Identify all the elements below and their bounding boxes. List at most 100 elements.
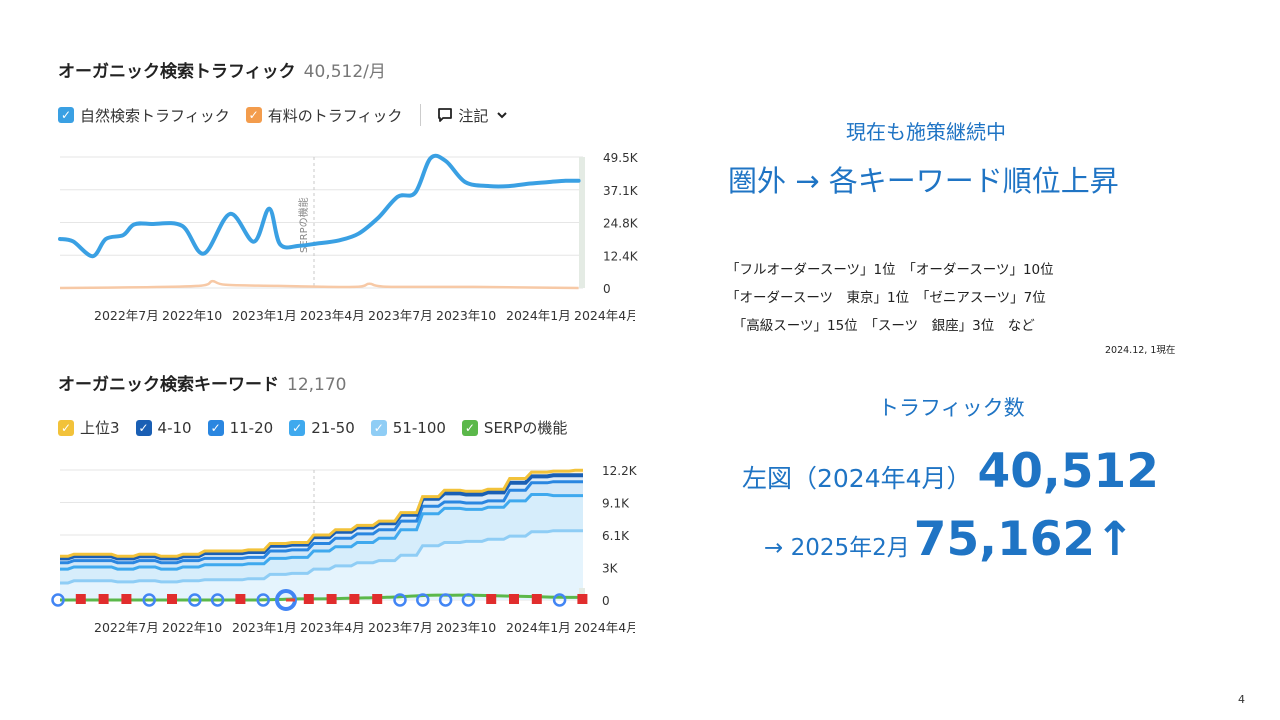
traffic-chart-title: オーガニック検索トラフィック 40,512/月 bbox=[58, 62, 386, 82]
flag-icon bbox=[303, 594, 314, 604]
keywords-legend: ✓ 上位3 ✓ 4-10 ✓ 11-20 ✓ 21-50 ✓ 51-100 ✓ … bbox=[58, 417, 583, 438]
y-tick-label: 9.1K bbox=[602, 497, 630, 511]
label-clip bbox=[635, 300, 658, 330]
google-icon bbox=[142, 593, 156, 607]
legend-divider bbox=[420, 104, 422, 126]
google-icon bbox=[416, 593, 430, 607]
organic-traffic-line bbox=[58, 153, 581, 259]
traffic-value-2025: 75,162↑ bbox=[913, 512, 1135, 567]
flag-icon bbox=[372, 594, 383, 604]
label-clip bbox=[635, 613, 660, 643]
flag-icon bbox=[531, 594, 542, 604]
legend-21-50[interactable]: ✓ 21-50 bbox=[289, 419, 355, 437]
google-icon bbox=[552, 593, 567, 607]
as-of-date: 2024.12, 1現在 bbox=[1105, 345, 1176, 356]
pos-11-20-line bbox=[60, 480, 583, 565]
google-icon bbox=[461, 593, 476, 607]
legend-paid[interactable]: ✓ 有料のトラフィック bbox=[245, 105, 402, 126]
keywords-chart-title: オーガニック検索キーワード 12,170 bbox=[58, 375, 347, 395]
google-icon bbox=[256, 593, 270, 607]
x-tick-label: 2024年4月 bbox=[574, 308, 639, 323]
status-text: 現在も施策継続中 bbox=[846, 120, 1006, 144]
y-tick-label: 3K bbox=[602, 562, 619, 576]
y-tick-label: 12.4K bbox=[603, 249, 639, 263]
x-tick-label: 2022年7月 bbox=[94, 620, 159, 635]
checkbox-checked-icon[interactable]: ✓ bbox=[289, 419, 306, 436]
y-tick-label: 24.8K bbox=[603, 217, 639, 231]
traffic-legend: ✓ 自然検索トラフィック ✓ 有料のトラフィック 注記 bbox=[58, 104, 524, 126]
traffic-total: 40,512/月 bbox=[303, 62, 386, 82]
scrollbar-track bbox=[579, 157, 585, 288]
checkbox-checked-icon[interactable]: ✓ bbox=[370, 419, 387, 436]
pos-21-50-line bbox=[60, 493, 583, 571]
google-icon bbox=[438, 593, 453, 607]
flag-icon bbox=[577, 594, 588, 604]
x-tick-label: 2023年7月 bbox=[368, 620, 433, 635]
flag-icon bbox=[326, 594, 337, 604]
x-tick-label: 2022年10 bbox=[162, 620, 222, 635]
keywords-total: 12,170 bbox=[287, 375, 347, 395]
x-tick-label: 2024年4月 bbox=[574, 620, 639, 635]
keyword-line-2: 「オーダースーツ 東京」1位 「ゼニアスーツ」7位 bbox=[726, 290, 1046, 306]
x-tick-label: 2024年1月 bbox=[506, 620, 571, 635]
paid-traffic-line bbox=[59, 279, 579, 290]
google-icon bbox=[210, 593, 225, 607]
keyword-line-1: 「フルオーダースーツ」1位 「オーダースーツ」10位 bbox=[726, 262, 1054, 278]
x-tick-label: 2024年1月 bbox=[506, 308, 571, 323]
x-tick-label: 2023年7月 bbox=[368, 308, 433, 323]
x-tick-label: 2023年10 bbox=[436, 620, 496, 635]
y-tick-label: 37.1K bbox=[603, 184, 639, 198]
x-tick-label: 2023年4月 bbox=[300, 308, 365, 323]
x-tick-label: 2023年4月 bbox=[300, 620, 365, 635]
y-tick-label: 0 bbox=[602, 594, 610, 608]
pos-4-10-line bbox=[60, 473, 583, 561]
comment-icon bbox=[438, 108, 453, 122]
checkbox-checked-icon[interactable]: ✓ bbox=[58, 107, 74, 123]
flag-icon bbox=[121, 594, 132, 604]
google-icon bbox=[188, 593, 202, 607]
google-icon bbox=[51, 593, 65, 607]
y-tick-label: 0 bbox=[603, 282, 611, 296]
x-tick-label: 2023年10 bbox=[436, 308, 496, 323]
keyword-line-3: 「高級スーツ」15位 「スーツ 銀座」3位 など bbox=[726, 318, 1035, 334]
flag-icon bbox=[486, 594, 497, 604]
x-tick-label: 2023年1月 bbox=[232, 308, 297, 323]
checkbox-checked-icon[interactable]: ✓ bbox=[58, 419, 74, 436]
checkbox-checked-icon[interactable]: ✓ bbox=[207, 419, 224, 436]
x-tick-label: 2023年1月 bbox=[232, 620, 297, 635]
headline: 圏外 → 各キーワード順位上昇 bbox=[728, 164, 1119, 198]
traffic-value-2024: 40,512 bbox=[977, 444, 1159, 499]
legend-serp[interactable]: ✓ SERPの機能 bbox=[461, 417, 567, 438]
checkbox-checked-icon[interactable]: ✓ bbox=[245, 107, 262, 123]
legend-top3[interactable]: ✓ 上位3 bbox=[58, 417, 120, 438]
flag-icon bbox=[167, 594, 177, 604]
y-tick-label: 49.5K bbox=[603, 151, 639, 165]
x-tick-label: 2022年7月 bbox=[94, 308, 159, 323]
pos-51-100-line bbox=[60, 529, 583, 585]
y-tick-label: 6.1K bbox=[602, 529, 630, 543]
traffic-line-2024: 左図（2024年4月） 40,512 bbox=[742, 444, 1159, 499]
chevron-down-icon bbox=[497, 112, 508, 119]
page-number: 4 bbox=[1238, 693, 1245, 706]
flag-icon bbox=[509, 594, 519, 604]
y-tick-label: 12.2K bbox=[602, 464, 638, 478]
checkbox-checked-icon[interactable]: ✓ bbox=[461, 419, 478, 436]
traffic-count-label: トラフィック数 bbox=[878, 396, 1025, 420]
flag-icon bbox=[235, 594, 246, 604]
pos-51-100-area bbox=[60, 530, 583, 600]
top3-line bbox=[60, 468, 583, 558]
legend-11-20[interactable]: ✓ 11-20 bbox=[207, 419, 273, 437]
x-tick-label: 2022年10 bbox=[162, 308, 222, 323]
annotation-marker-label: SERPの機能 bbox=[297, 197, 310, 253]
google-icon bbox=[393, 593, 407, 607]
legend-4-10[interactable]: ✓ 4-10 bbox=[135, 419, 192, 437]
legend-organic[interactable]: ✓ 自然検索トラフィック bbox=[58, 105, 230, 126]
notes-dropdown[interactable]: 注記 bbox=[437, 105, 508, 126]
checkbox-checked-icon[interactable]: ✓ bbox=[135, 419, 152, 436]
flag-icon bbox=[98, 594, 109, 604]
legend-51-100[interactable]: ✓ 51-100 bbox=[370, 419, 446, 437]
traffic-line-2025: → 2025年2月 75,162↑ bbox=[764, 512, 1135, 567]
flag-icon bbox=[349, 594, 360, 604]
flag-icon bbox=[75, 594, 86, 604]
